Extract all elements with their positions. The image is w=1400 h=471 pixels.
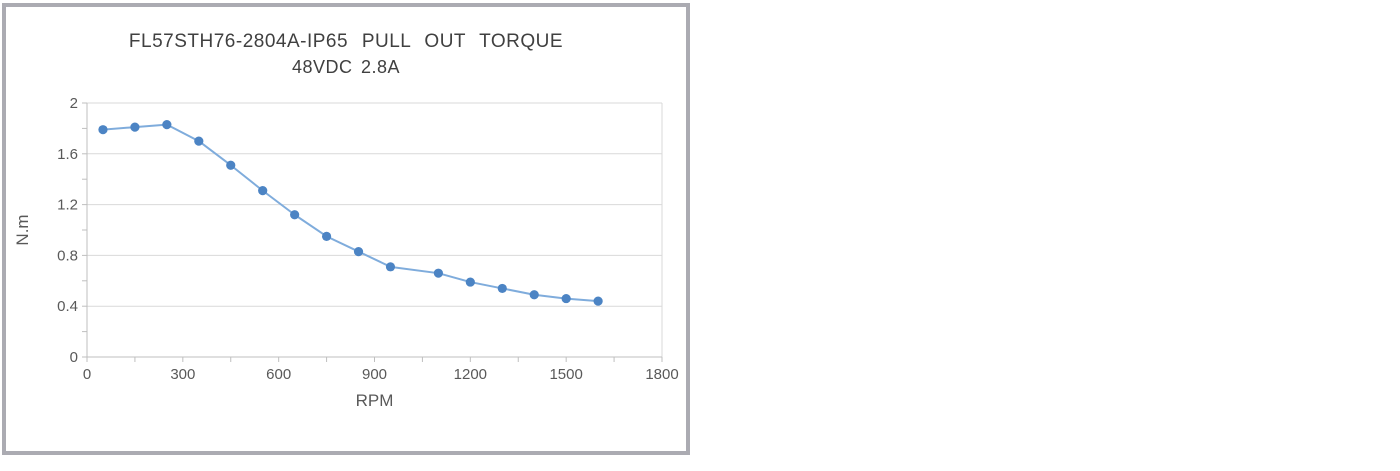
chart-title: FL57STH76-2804A-IP65 PULL OUT TORQUE <box>128 31 564 52</box>
data-point-marker <box>194 136 204 146</box>
y-tick-label: 2 <box>70 95 78 112</box>
y-tick-label: 0.8 <box>57 247 78 264</box>
data-point-marker <box>561 293 571 304</box>
x-tick-label: 1200 <box>454 366 487 383</box>
data-point-marker <box>130 122 140 132</box>
data-point-marker <box>529 290 539 300</box>
chart-frame: FL57STH76-2804A-IP65 PULL OUT TORQUE 48V… <box>2 3 690 455</box>
data-point-marker <box>98 125 108 135</box>
data-point-marker <box>162 119 172 130</box>
data-point-marker <box>465 277 475 287</box>
data-point-marker <box>290 210 300 220</box>
chart-subtitle: 48VDC 2.8A <box>291 57 401 77</box>
data-point-marker <box>226 160 236 170</box>
x-tick-label: 0 <box>83 366 91 383</box>
data-point-marker <box>258 186 268 196</box>
data-point-marker <box>497 283 507 294</box>
data-point-marker <box>593 296 603 306</box>
x-tick-label: 600 <box>266 366 291 383</box>
x-axis-title: RPM <box>356 391 394 410</box>
torque-series-line <box>102 123 599 303</box>
y-axis-title: N.m <box>13 214 32 245</box>
x-tick-label: 300 <box>170 366 195 383</box>
data-point-marker <box>385 262 396 272</box>
data-point-marker <box>353 246 364 257</box>
data-point-marker <box>321 231 332 241</box>
torque-curve-plot: 0 300 600 900 1200 1500 1800 0 0.4 0.8 1.2 1.6 2 RPM N… <box>13 95 679 410</box>
data-point-marker <box>433 268 443 278</box>
y-tick-label: 0.4 <box>57 298 78 315</box>
y-tick-label: 0 <box>70 349 78 366</box>
x-tick-label: 1500 <box>549 366 582 383</box>
y-tick-label: 1.2 <box>57 197 78 214</box>
y-tick-label: 1.6 <box>57 146 78 163</box>
x-tick-label: 1800 <box>645 366 678 383</box>
x-tick-label: 900 <box>362 366 387 383</box>
